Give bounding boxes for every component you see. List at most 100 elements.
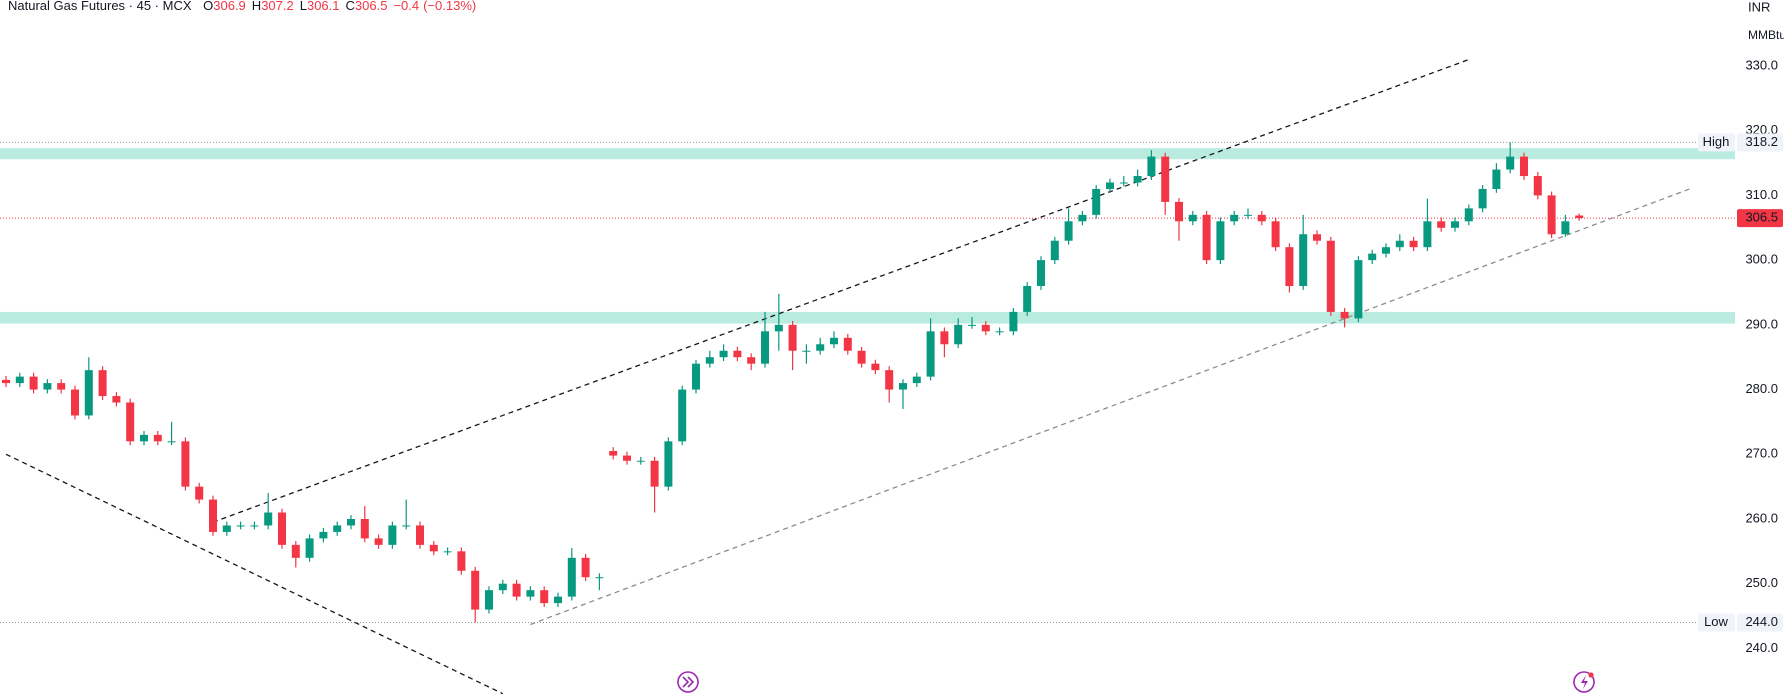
candle-body: [1064, 221, 1073, 241]
candle-body: [429, 544, 438, 552]
candle-body: [319, 531, 328, 539]
icon-glyph: [682, 676, 695, 688]
candle-body: [512, 583, 521, 597]
change-pct: (−0.13%): [423, 0, 476, 13]
candle-body: [1520, 156, 1528, 177]
candle-body: [830, 337, 838, 345]
ohlc-key: H: [252, 0, 261, 13]
candle-body: [333, 525, 342, 532]
trend-line: [5, 453, 504, 695]
tag-value-box: [1737, 613, 1783, 632]
zones: [0, 148, 1735, 324]
change: −0.4: [393, 0, 419, 13]
ohlc-value: 307.2: [261, 0, 294, 13]
last-price-box: [1737, 209, 1783, 228]
candle-body: [1147, 156, 1156, 177]
y-tick-label: 270.0: [1745, 446, 1778, 461]
tag-value: 318.2: [1745, 134, 1778, 149]
candle-body: [526, 590, 535, 597]
candle-body: [1161, 156, 1170, 202]
candle-body: [416, 525, 424, 545]
candle-body: [57, 383, 66, 390]
candle-body: [1340, 311, 1349, 319]
y-tick-label: 330.0: [1745, 57, 1778, 72]
candle-body: [1382, 247, 1390, 254]
candle-body: [1023, 286, 1032, 312]
candle-body: [84, 370, 93, 416]
icon-dot: [1588, 672, 1594, 678]
legend-header: Natural Gas Futures · 45 · MCX O306.9 H30…: [8, 0, 476, 13]
tag-label: Low: [1704, 614, 1728, 629]
candle-body: [1037, 260, 1045, 287]
candle-body: [1451, 221, 1459, 228]
candle-body: [1409, 240, 1418, 248]
last-price-label: 306.5: [1745, 210, 1778, 225]
candle-body: [278, 512, 286, 545]
y-tick-label: 250.0: [1745, 575, 1778, 590]
replay-icon[interactable]: [677, 671, 699, 693]
candle-body: [1547, 195, 1556, 235]
tag-label-box: [1698, 133, 1735, 152]
candle-body: [678, 389, 687, 442]
candle-body: [305, 538, 314, 558]
candle-body: [1313, 234, 1321, 241]
candle-body: [153, 434, 162, 442]
candle-body: [623, 455, 631, 461]
candle-body: [581, 557, 590, 578]
tag-value-box: [1737, 133, 1783, 152]
candle-body: [1050, 240, 1059, 261]
candle-body: [1326, 240, 1335, 312]
ohlc-key: C: [346, 0, 355, 13]
tag-label: High: [1703, 134, 1730, 149]
ohlc-value: 306.9: [213, 0, 246, 13]
candle-body: [885, 370, 894, 390]
candle-body: [1561, 221, 1570, 235]
candle-body: [1133, 176, 1142, 183]
axis-background: [1735, 0, 1784, 695]
candle-body: [968, 324, 976, 326]
candle-body: [788, 324, 797, 351]
candle-body: [236, 525, 245, 527]
candle-body: [388, 525, 397, 545]
candle-body: [733, 350, 742, 358]
candle-body: [1009, 311, 1018, 332]
candle-body: [802, 350, 811, 352]
currency: INR: [1748, 0, 1770, 14]
candle-body: [816, 344, 825, 351]
candle-body: [554, 596, 562, 604]
candle-body: [347, 518, 355, 526]
symbol-title: Natural Gas Futures · 45 · MCX: [8, 0, 192, 13]
candle-body: [1106, 182, 1114, 189]
candle-body: [705, 357, 714, 364]
candle-body: [264, 512, 273, 526]
candle-body: [636, 460, 645, 462]
candle-body: [1257, 214, 1266, 222]
ohlc: O306.9 H307.2 L306.1 C306.5 −0.4 (−0.13%): [203, 0, 476, 13]
candle-body: [609, 451, 618, 456]
candle-body: [71, 389, 79, 416]
candle-body: [1478, 188, 1487, 209]
y-tick-label: 280.0: [1745, 381, 1778, 396]
candle-body: [940, 331, 949, 345]
candle-body: [402, 525, 411, 527]
candle-body: [485, 590, 493, 610]
ohlc-key: L: [300, 0, 307, 13]
candle-body: [360, 518, 369, 539]
candle-body: [374, 538, 383, 545]
candle-body: [140, 434, 148, 442]
candle-body: [1119, 182, 1128, 184]
candle-body: [843, 337, 852, 351]
candle-body: [1492, 169, 1501, 189]
price-axis: INR MMBtu 240.0 250.0 260.0 270.0 280.0 290.0…: [1735, 0, 1784, 695]
candle-body: [692, 363, 700, 390]
candle-body: [29, 376, 38, 390]
candle-body: [112, 396, 121, 403]
alert-icon[interactable]: [1573, 671, 1595, 693]
candle-body: [443, 551, 452, 553]
candle-body: [167, 441, 176, 443]
ohlc-value: 306.5: [355, 0, 388, 13]
tag-label-box: [1698, 613, 1735, 632]
candle-body: [1216, 221, 1225, 261]
